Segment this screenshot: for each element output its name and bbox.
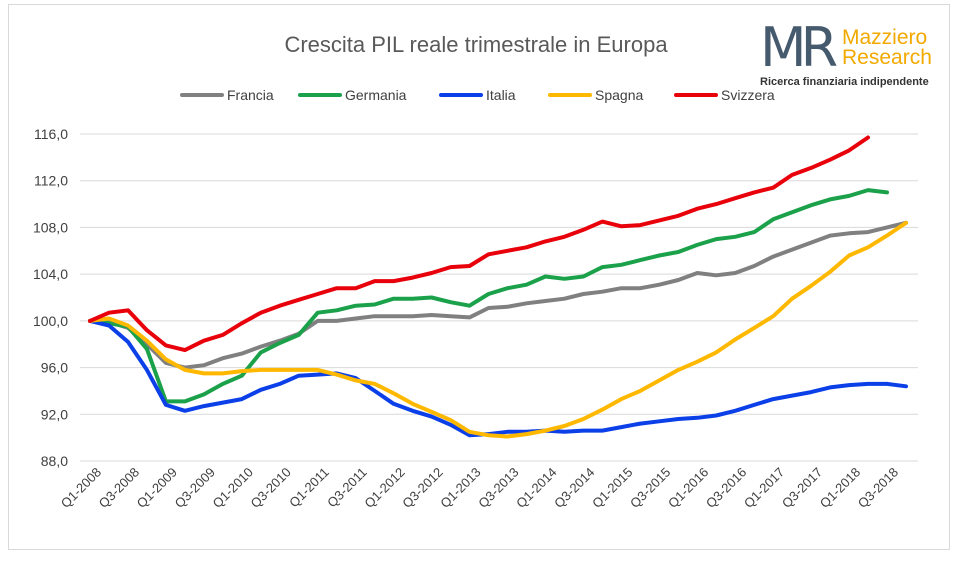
y-tick-label: 104,0 [33, 266, 68, 282]
y-tick-label: 92,0 [41, 406, 68, 422]
series-lines [88, 135, 908, 439]
x-tick-label: Q3-2017 [779, 465, 825, 511]
y-tick-label: 88,0 [41, 453, 68, 469]
x-axis-ticks: Q1-2008Q3-2008Q1-2009Q3-2009Q1-2010Q3-20… [58, 465, 901, 511]
x-tick-label: Q1-2013 [437, 465, 483, 511]
x-tick-label: Q3-2016 [703, 465, 749, 511]
legend-label-svizzera: Svizzera [721, 87, 775, 103]
legend-label-spagna: Spagna [595, 87, 643, 103]
series-line-svizzera [88, 135, 870, 353]
legend: Francia Germania Italia Spagna Svizzera [180, 87, 775, 103]
x-tick-label: Q1-2012 [361, 465, 407, 511]
chart-title: Crescita PIL reale trimestrale in Europa [284, 32, 668, 57]
y-tick-label: 112,0 [34, 173, 68, 189]
series-line-italia [88, 318, 908, 438]
logo-tagline: Ricerca finanziaria indipendente [760, 76, 929, 88]
x-tick-label: Q1-2011 [286, 465, 332, 511]
y-tick-label: 96,0 [41, 360, 68, 376]
y-tick-label: 100,0 [33, 313, 68, 329]
logo-name-line2: Research [842, 46, 932, 69]
x-tick-label: Q1-2017 [741, 465, 787, 511]
gridlines [80, 133, 918, 462]
legend-label-francia: Francia [227, 87, 274, 103]
x-tick-label: Q3-2011 [324, 465, 370, 511]
y-axis-ticks: 116,0 112,0 108,0 104,0 100,0 96,0 92,0 88,0 [33, 126, 68, 469]
legend-label-germania: Germania [345, 87, 407, 103]
series-line-germania [88, 188, 889, 404]
x-tick-label: Q3-2013 [475, 465, 521, 511]
x-tick-label: Q1-2016 [665, 465, 711, 511]
legend-label-italia: Italia [486, 87, 516, 103]
x-tick-label: Q1-2018 [817, 465, 863, 511]
series-line-spagna [88, 220, 908, 439]
x-tick-label: Q3-2018 [855, 465, 901, 511]
x-tick-label: Q1-2014 [513, 465, 559, 511]
series-line-francia [88, 220, 908, 370]
x-tick-label: Q1-2008 [58, 465, 104, 511]
x-tick-label: Q3-2015 [627, 465, 673, 511]
y-tick-label: 116,0 [34, 126, 68, 142]
y-tick-label: 108,0 [33, 219, 68, 235]
x-tick-label: Q1-2009 [134, 465, 180, 511]
logo-name-line1: Mazziero [842, 26, 928, 49]
x-tick-label: Q3-2014 [551, 465, 597, 511]
x-tick-label: Q1-2015 [589, 465, 635, 511]
logo-name: Mazziero Research [842, 26, 952, 69]
mazziero-logo: MR Mazziero Research Ricerca finanziaria… [760, 18, 950, 92]
x-tick-label: Q1-2010 [210, 465, 256, 511]
logo-mark: MR [760, 16, 838, 79]
x-tick-label: Q3-2010 [248, 465, 294, 511]
x-tick-label: Q3-2012 [399, 465, 445, 511]
x-tick-label: Q3-2008 [96, 465, 142, 511]
x-tick-label: Q3-2009 [172, 465, 218, 511]
